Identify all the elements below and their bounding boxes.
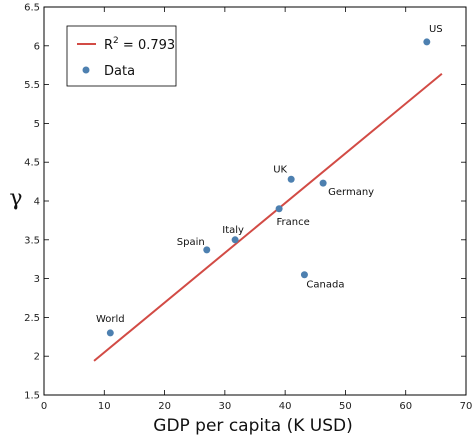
x-axis-label: GDP per capita (K USD)	[153, 416, 352, 436]
legend-fit-label: R2 = 0.793	[104, 36, 175, 53]
data-point-label: World	[96, 314, 125, 325]
point-labels: World Spain Italy France UK Germany Canada US	[96, 24, 443, 325]
x-tick-label: 60	[399, 401, 412, 412]
y-tick-label: 1.5	[24, 391, 40, 402]
data-point	[106, 329, 114, 337]
y-tick-label: 4	[34, 197, 40, 208]
data-point-label: Canada	[306, 280, 344, 291]
x-tick-label: 70	[460, 401, 473, 412]
x-tick-label: 30	[218, 401, 231, 412]
legend-box	[66, 25, 177, 87]
y-axis: 1.5 2 2.5 3 3.5 4 4.5 5 5.5 6 6.5	[24, 3, 466, 402]
data-point-label: Spain	[177, 237, 205, 248]
legend: R2 = 0.793 Data	[66, 25, 177, 87]
y-tick-label: 3	[34, 274, 40, 285]
y-tick-label: 2	[34, 352, 40, 363]
x-tick-label: 40	[279, 401, 292, 412]
fit-line	[93, 72, 443, 362]
data-point-label: UK	[273, 164, 287, 175]
x-tick-label: 0	[41, 401, 47, 412]
y-tick-label: 2.5	[24, 313, 40, 324]
legend-data-label: Data	[104, 64, 135, 79]
data-points	[106, 38, 431, 337]
data-point	[231, 236, 239, 244]
data-point-label: France	[276, 217, 309, 228]
data-point	[300, 271, 308, 279]
data-point	[287, 175, 295, 183]
data-point	[423, 38, 431, 46]
x-tick-label: 10	[98, 401, 111, 412]
y-tick-label: 5	[34, 119, 40, 130]
data-point-label: US	[429, 24, 443, 35]
x-axis: 0 10 20 30 40 50 60 70	[41, 7, 473, 412]
y-tick-label: 5.5	[24, 80, 40, 91]
data-point-label: Germany	[328, 187, 374, 198]
x-tick-label: 50	[339, 401, 352, 412]
legend-dot-swatch	[82, 66, 90, 74]
x-tick-label: 20	[158, 401, 171, 412]
y-tick-label: 3.5	[24, 235, 40, 246]
data-point	[319, 179, 327, 187]
data-point-label: Italy	[222, 225, 244, 236]
y-tick-label: 4.5	[24, 158, 40, 169]
y-tick-label: 6	[34, 41, 40, 52]
y-tick-label: 6.5	[24, 3, 40, 14]
y-axis-label: γ	[9, 186, 22, 211]
data-point	[275, 205, 283, 213]
data-point	[203, 246, 211, 254]
